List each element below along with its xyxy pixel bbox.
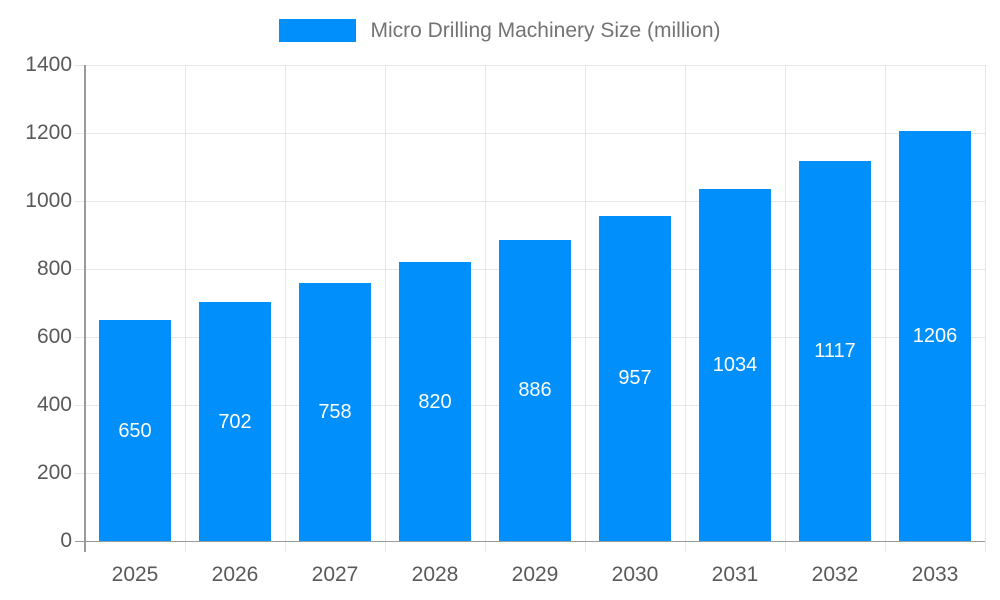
bar-value-label: 1206: [912, 324, 958, 347]
x-tick-label: 2025: [111, 563, 159, 586]
y-tick-mark: [75, 268, 85, 270]
h-gridline: [85, 64, 985, 66]
x-tick-label: 2033: [911, 563, 959, 586]
h-gridline: [85, 132, 985, 134]
bar[interactable]: [499, 239, 571, 541]
bar-value-label: 702: [218, 410, 252, 433]
bar-value-label: 1034: [712, 354, 758, 377]
v-gridline: [284, 65, 286, 552]
bar[interactable]: [799, 161, 871, 541]
bar[interactable]: [899, 130, 971, 541]
x-tick-label: 2028: [411, 563, 459, 586]
x-tick-label: 2027: [311, 563, 359, 586]
legend-item[interactable]: Micro Drilling Machinery Size (million): [0, 19, 1000, 42]
bar-value-label: 650: [118, 419, 152, 442]
y-tick-mark: [75, 472, 85, 474]
v-gridline: [384, 65, 386, 552]
v-gridline: [884, 65, 886, 552]
x-axis-line: [75, 540, 985, 542]
v-gridline: [484, 65, 486, 552]
y-tick-label: 600: [36, 325, 72, 348]
bar[interactable]: [699, 189, 771, 541]
bar[interactable]: [99, 320, 171, 541]
bar[interactable]: [399, 262, 471, 541]
x-tick-label: 2030: [611, 563, 659, 586]
bar-value-label: 1117: [814, 340, 856, 363]
bar[interactable]: [299, 283, 371, 541]
v-gridline: [984, 65, 986, 552]
bar-value-label: 758: [318, 401, 352, 424]
y-tick-mark: [75, 64, 85, 66]
bar[interactable]: [199, 302, 271, 541]
bar-value-label: 886: [518, 379, 552, 402]
bar[interactable]: [599, 215, 671, 541]
v-gridline: [184, 65, 186, 552]
y-tick-label: 1000: [25, 189, 72, 212]
x-tick-label: 2026: [211, 563, 259, 586]
v-gridline: [784, 65, 786, 552]
x-tick-label: 2032: [811, 563, 859, 586]
y-tick-label: 1400: [25, 53, 72, 76]
y-tick-mark: [75, 404, 85, 406]
legend-swatch: [279, 19, 357, 42]
y-tick-label: 400: [36, 393, 72, 416]
bar-value-label: 957: [618, 367, 652, 390]
v-gridline: [584, 65, 586, 552]
y-tick-mark: [75, 336, 85, 338]
x-tick-label: 2029: [511, 563, 559, 586]
y-tick-label: 1200: [25, 121, 72, 144]
y-tick-label: 800: [36, 257, 72, 280]
x-tick-label: 2031: [711, 563, 759, 586]
y-tick-mark: [75, 132, 85, 134]
y-tick-mark: [75, 200, 85, 202]
v-gridline: [684, 65, 686, 552]
bar-value-label: 820: [418, 390, 452, 413]
y-tick-label: 0: [60, 529, 72, 552]
legend-label: Micro Drilling Machinery Size (million): [370, 19, 721, 42]
h-gridline: [85, 200, 985, 202]
y-axis-line: [84, 65, 86, 552]
y-tick-label: 200: [36, 461, 72, 484]
